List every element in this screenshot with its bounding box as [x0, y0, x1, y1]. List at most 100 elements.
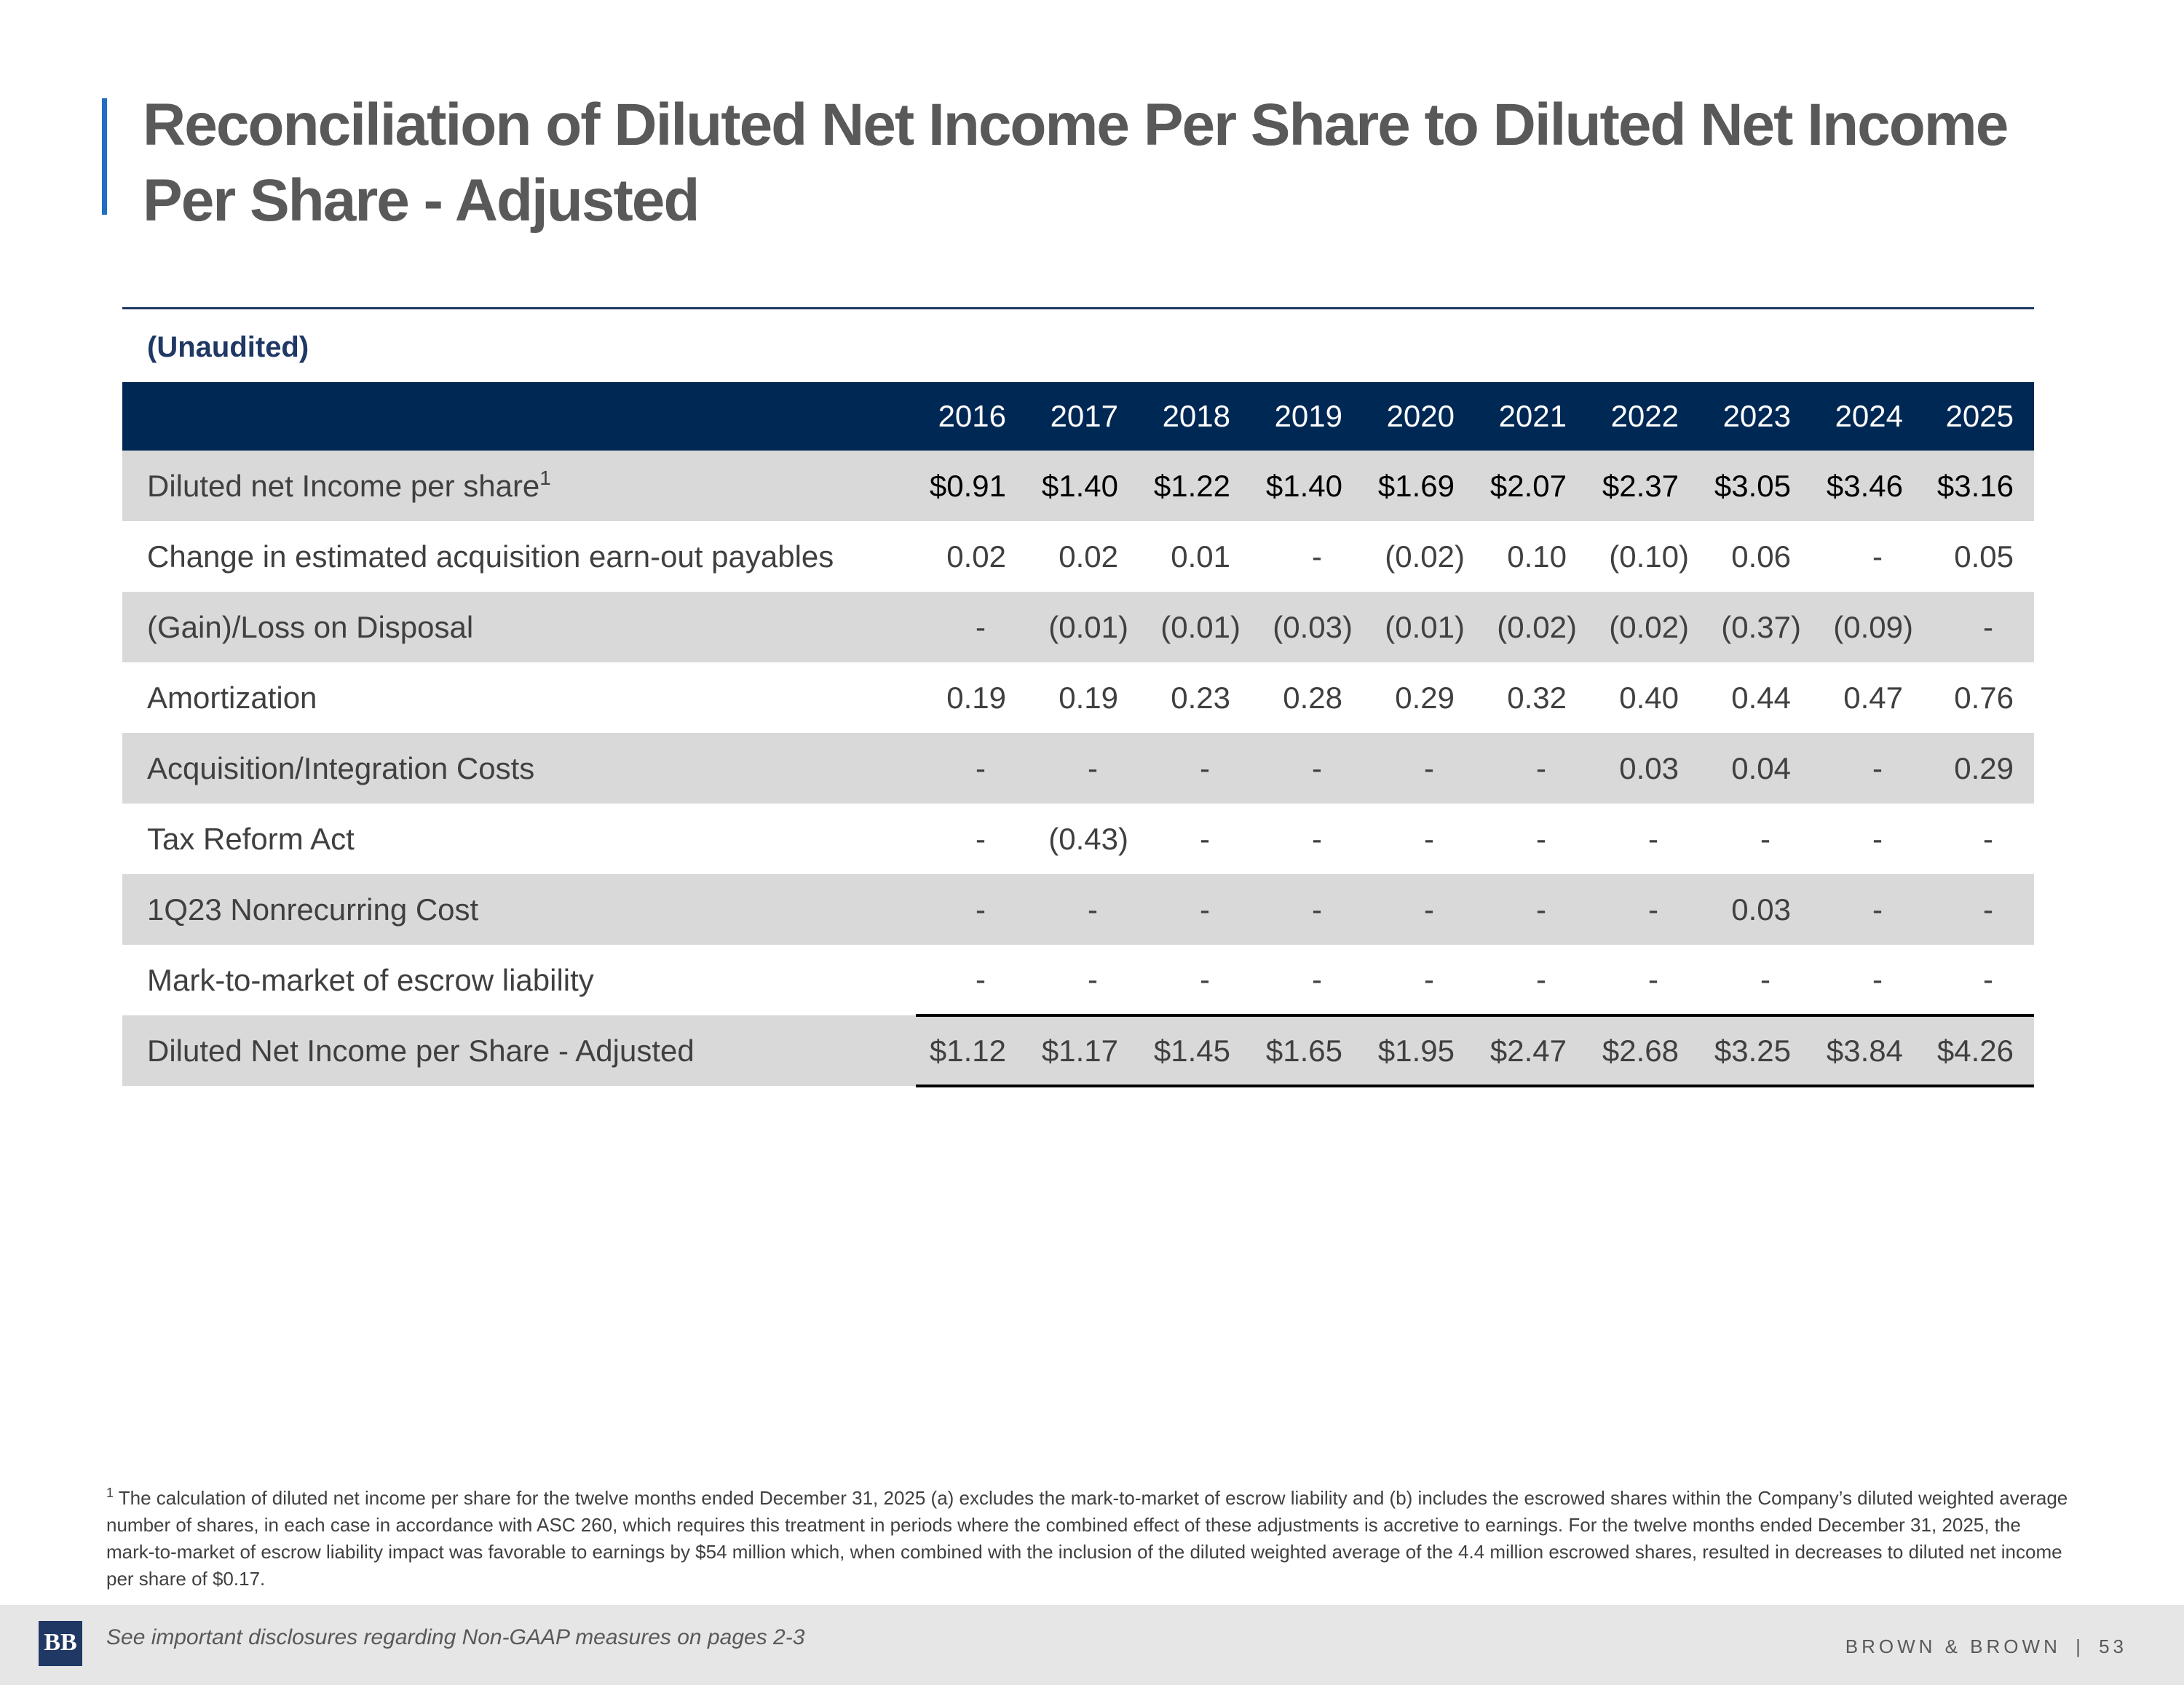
year-header-2017: 2017	[1050, 399, 1118, 433]
value-cell-2022: (0.10)	[1609, 539, 1689, 574]
row-label-cell: Amortization	[122, 662, 916, 733]
value-cell-2020: (0.01)	[1385, 609, 1465, 644]
value-cell-2025: $4.26	[1923, 1014, 2034, 1087]
value-cell-2016: -	[976, 609, 986, 644]
value-cell-2016: -	[976, 750, 986, 785]
reconciliation-table-section: (Unaudited) 2016 2017 2018 2019 2020 2021 2022…	[122, 307, 2034, 1087]
table-row: Change in estimated acquisition earn-out…	[122, 521, 2034, 592]
value-cell-2018: -	[1200, 750, 1210, 785]
year-header-2022: 2022	[1610, 399, 1679, 433]
value-cell-2017: (0.01)	[1048, 609, 1128, 644]
value-cell-2019: -	[1312, 821, 1322, 856]
value-cell-2018: -	[1200, 892, 1210, 927]
table-row: Diluted net Income per share1 $0.91 $1.40 $…	[122, 451, 2034, 521]
value-cell-2016: -	[976, 892, 986, 927]
footnote-text: The calculation of diluted net income pe…	[106, 1487, 2068, 1590]
value-cell-2017: (0.43)	[1048, 821, 1128, 856]
value-cell-2022: $2.37	[1602, 468, 1679, 503]
value-cell-2020: $1.69	[1377, 468, 1455, 503]
value-cell-2019: 0.28	[1283, 680, 1342, 715]
value-cell-2020: $1.95	[1363, 1014, 1475, 1087]
table-row: Amortization 0.19 0.19 0.23 0.28 0.29 0.32 0.40…	[122, 662, 2034, 733]
value-cell-2018: $1.45	[1139, 1014, 1251, 1087]
value-cell-2024: -	[1872, 892, 1883, 927]
value-cell-2021: $2.07	[1489, 468, 1567, 503]
value-cell-2016: $1.12	[916, 1014, 1026, 1087]
value-cell-2025: -	[1983, 609, 1993, 644]
value-cell-2023: 0.44	[1731, 680, 1791, 715]
value-cell-2021: (0.02)	[1497, 609, 1577, 644]
value-cell-2017: -	[1088, 750, 1098, 785]
header-label-cell	[122, 382, 916, 451]
value-cell-2018: (0.01)	[1160, 609, 1241, 644]
row-label-cell: Change in estimated acquisition earn-out…	[122, 521, 916, 592]
value-cell-2018: -	[1200, 821, 1210, 856]
value-cell-2025: $3.16	[1936, 468, 2014, 503]
table-row: (Gain)/Loss on Disposal - (0.01) (0.01) (0.0…	[122, 592, 2034, 662]
year-header-2021: 2021	[1498, 399, 1567, 433]
value-cell-2021: -	[1536, 892, 1546, 927]
brand-name: BROWN & BROWN	[1845, 1636, 2061, 1657]
footnote-reference: 1	[539, 466, 551, 489]
value-cell-2017: $1.17	[1026, 1014, 1139, 1087]
value-cell-2024: $3.46	[1826, 468, 1903, 503]
value-cell-2025: 0.05	[1954, 539, 2014, 574]
value-cell-2025: 0.76	[1954, 680, 2014, 715]
value-cell-2018: 0.23	[1171, 680, 1230, 715]
value-cell-2018: -	[1200, 962, 1210, 996]
value-cell-2025: -	[1983, 892, 1993, 927]
row-label-cell: 1Q23 Nonrecurring Cost	[122, 874, 916, 945]
value-cell-2023: 0.04	[1731, 750, 1791, 785]
value-cell-2023: 0.03	[1731, 892, 1791, 927]
value-cell-2020: -	[1424, 962, 1434, 996]
row-label-cell: Diluted net Income per share1	[122, 451, 916, 521]
value-cell-2020: (0.02)	[1385, 539, 1465, 574]
row-label-cell: Diluted Net Income per Share - Adjusted	[122, 1015, 916, 1086]
row-label-cell: Tax Reform Act	[122, 804, 916, 874]
row-label: Amortization	[147, 680, 317, 715]
row-label: Change in estimated acquisition earn-out…	[147, 539, 834, 574]
year-header-2025: 2025	[1945, 399, 2014, 433]
value-cell-2023: -	[1760, 821, 1770, 856]
value-cell-2017: -	[1088, 892, 1098, 927]
title-accent-bar	[102, 98, 107, 215]
value-cell-2025: -	[1983, 962, 1993, 996]
page-footer: BB See important disclosures regarding N…	[0, 1605, 2184, 1685]
table-header-row: 2016 2017 2018 2019 2020 2021 2022 2023 2024 2025	[122, 382, 2034, 451]
value-cell-2024: -	[1872, 821, 1883, 856]
year-header-2019: 2019	[1274, 399, 1342, 433]
brand-page-marker: BROWN & BROWN | 53	[1845, 1636, 2127, 1658]
value-cell-2019: (0.03)	[1273, 609, 1353, 644]
row-label: Mark-to-market of escrow liability	[147, 962, 594, 997]
value-cell-2023: (0.37)	[1721, 609, 1801, 644]
table-row: Tax Reform Act - (0.43) - - - - - - - -	[122, 804, 2034, 874]
row-label: 1Q23 Nonrecurring Cost	[147, 892, 479, 927]
value-cell-2020: -	[1424, 892, 1434, 927]
total-row: Diluted Net Income per Share - Adjusted $…	[122, 1014, 2034, 1087]
value-cell-2017: -	[1088, 962, 1098, 996]
value-cell-2022: -	[1648, 821, 1658, 856]
value-cell-2016: -	[976, 821, 986, 856]
value-cell-2023: -	[1760, 962, 1770, 996]
value-cell-2024: $3.84	[1811, 1014, 1923, 1087]
row-label-cell: Acquisition/Integration Costs	[122, 733, 916, 804]
value-cell-2018: 0.01	[1171, 539, 1230, 574]
year-header-2016: 2016	[938, 399, 1006, 433]
value-cell-2022: -	[1648, 892, 1658, 927]
table-row: Acquisition/Integration Costs - - - - - - 0.03 0…	[122, 733, 2034, 804]
value-cell-2025: -	[1983, 821, 1993, 856]
value-cell-2022: (0.02)	[1609, 609, 1689, 644]
row-label: Acquisition/Integration Costs	[147, 750, 535, 785]
value-cell-2024: -	[1872, 750, 1883, 785]
value-cell-2024: -	[1872, 539, 1883, 574]
value-cell-2024: (0.09)	[1833, 609, 1913, 644]
value-cell-2023: $3.25	[1699, 1014, 1811, 1087]
value-cell-2021: 0.10	[1507, 539, 1567, 574]
value-cell-2016: 0.02	[946, 539, 1006, 574]
value-cell-2020: -	[1424, 821, 1434, 856]
reconciliation-table: 2016 2017 2018 2019 2020 2021 2022 2023 2024 2025…	[122, 382, 2034, 1087]
row-label-cell: (Gain)/Loss on Disposal	[122, 592, 916, 662]
value-cell-2020: -	[1424, 750, 1434, 785]
value-cell-2017: 0.02	[1059, 539, 1118, 574]
year-header-2023: 2023	[1722, 399, 1791, 433]
